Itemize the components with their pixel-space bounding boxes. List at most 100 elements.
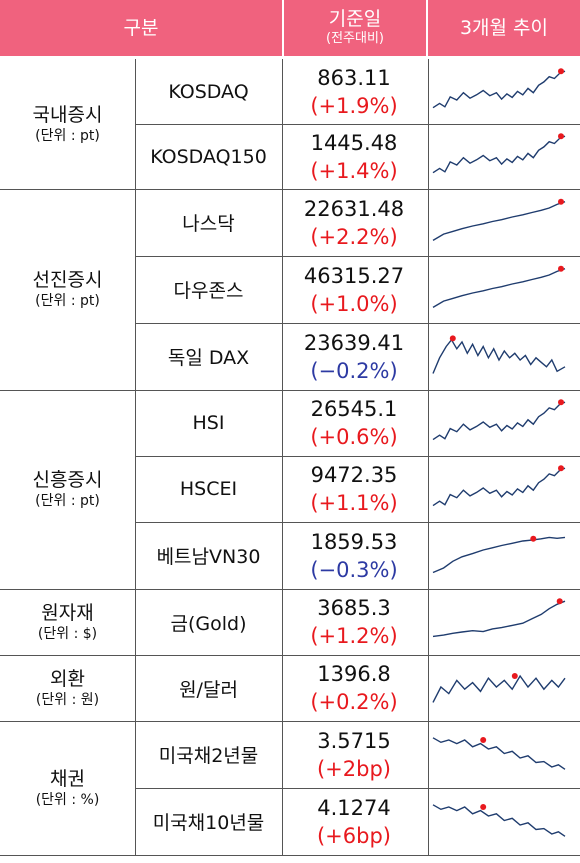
row-divider	[135, 788, 580, 789]
sparkline-peak-marker	[558, 198, 564, 205]
weekly-change: (−0.2%)	[310, 358, 398, 383]
column-divider	[135, 59, 136, 855]
category-unit: (단위 : pt)	[35, 293, 100, 309]
sparkline-path	[432, 201, 566, 242]
base-value: 46315.27	[303, 263, 405, 288]
weekly-change: (+1.1%)	[310, 491, 398, 515]
sparkline-path	[432, 338, 566, 374]
header-base-date-sublabel: (전주대비)	[326, 31, 384, 46]
header-trend-label: 3개월 추이	[459, 17, 549, 39]
sparkline-path	[432, 536, 566, 574]
weekly-change: (+0.6%)	[310, 425, 398, 449]
value-cell: 1396.8 (+0.2%)	[282, 655, 426, 721]
weekly-change: (+1.0%)	[310, 291, 398, 316]
category-cell: 국내증시 (단위 : pt)	[0, 59, 135, 189]
sparkline-peak-marker	[556, 598, 563, 605]
base-value: 1396.8	[317, 662, 391, 686]
weekly-change: (+1.2%)	[310, 624, 398, 648]
sparkline-path	[432, 268, 566, 309]
range-bound-sparkline	[431, 662, 571, 714]
value-cell: 23639.41 (−0.2%)	[282, 323, 426, 390]
value-cell: 22631.48 (+2.2%)	[282, 189, 426, 256]
sparkline-path	[432, 674, 566, 703]
uptrend-sparkline	[431, 131, 571, 182]
uptrend-sparkline	[431, 66, 571, 117]
weekly-change: (+2.2%)	[310, 224, 398, 249]
value-cell: 1859.53 (−0.3%)	[282, 522, 426, 589]
value-cell: 46315.27 (+1.0%)	[282, 256, 426, 323]
row-divider	[135, 124, 580, 125]
sparkline-peak-marker	[558, 68, 564, 75]
weekly-change: (−0.3%)	[310, 557, 398, 582]
row-divider	[135, 522, 580, 523]
sparkline-peak-marker	[558, 133, 564, 140]
column-divider	[282, 59, 283, 855]
row-divider	[135, 456, 580, 457]
item-name: 원/달러	[179, 678, 238, 701]
item-name: 미국채2년물	[158, 745, 259, 767]
volatile-sideways-sparkline	[431, 330, 571, 383]
late-surge-sparkline	[431, 596, 571, 648]
group-divider	[0, 721, 580, 722]
category-unit: (단위 : pt)	[35, 493, 100, 509]
value-cell: 863.11 (+1.9%)	[282, 59, 426, 124]
sparkline-peak-marker	[558, 399, 564, 406]
category-cell: 원자재 (단위 : $)	[0, 589, 135, 655]
category-unit: (단위 : pt)	[35, 127, 100, 144]
steady-uptrend-sparkline	[431, 196, 571, 249]
sparkline-path	[432, 600, 566, 638]
base-value: 1445.48	[310, 130, 398, 155]
sparkline-path	[432, 401, 566, 441]
category-name: 국내증시	[32, 103, 103, 126]
item-name: KOSDAQ	[168, 80, 249, 103]
weekly-change: (+6bp)	[316, 823, 391, 848]
base-value: 23639.41	[303, 330, 405, 355]
row-divider	[135, 256, 580, 257]
base-value: 26545.1	[310, 397, 398, 421]
sparkline-path	[432, 135, 566, 174]
header-category-label: 구분	[123, 17, 159, 39]
sparkline-peak-marker	[480, 804, 487, 810]
base-value: 863.11	[317, 65, 391, 90]
sparkline-path	[432, 737, 566, 770]
item-name: 다우존스	[173, 280, 244, 302]
item-name: 미국채10년물	[152, 812, 265, 834]
group-divider	[0, 189, 580, 190]
sparkline-peak-marker	[558, 465, 564, 472]
downtrend-sparkline	[431, 728, 571, 781]
sparkline-path	[432, 804, 566, 837]
header-category: 구분	[0, 0, 282, 56]
category-name: 선진증시	[32, 269, 103, 291]
weekly-change: (+1.4%)	[310, 158, 398, 183]
group-divider	[0, 589, 580, 590]
uptrend-sparkline	[431, 397, 571, 449]
value-cell: 1445.48 (+1.4%)	[282, 124, 426, 189]
group-divider	[0, 855, 580, 856]
header-base-date: 기준일 (전주대비)	[284, 0, 426, 56]
category-name: 신흥증시	[32, 469, 103, 491]
category-unit: (단위 : %)	[35, 791, 100, 808]
base-value: 9472.35	[310, 463, 398, 487]
uptrend-sparkline	[431, 463, 571, 515]
category-cell: 채권 (단위 : %)	[0, 721, 135, 855]
weekly-change: (+0.2%)	[310, 690, 398, 714]
base-value: 22631.48	[303, 196, 405, 221]
category-name: 원자재	[41, 601, 94, 624]
item-name: HSI	[192, 412, 225, 434]
category-name: 채권	[50, 767, 85, 790]
weekly-change: (+2bp)	[316, 756, 391, 781]
item-name: 나스닥	[182, 213, 235, 235]
weekly-change: (+1.9%)	[310, 93, 398, 118]
item-name: KOSDAQ150	[150, 145, 267, 168]
sparkline-peak-marker	[480, 737, 487, 743]
base-value: 1859.53	[310, 529, 398, 554]
category-unit: (단위 : 원)	[35, 691, 100, 708]
item-name: HSCEI	[179, 478, 238, 500]
group-divider	[0, 655, 580, 656]
category-cell: 선진증시 (단위 : pt)	[0, 189, 135, 390]
category-cell: 외환 (단위 : 원)	[0, 655, 135, 721]
item-name: 독일 DAX	[167, 347, 250, 369]
category-name: 외환	[50, 667, 85, 690]
sparkline-peak-marker	[558, 265, 564, 272]
